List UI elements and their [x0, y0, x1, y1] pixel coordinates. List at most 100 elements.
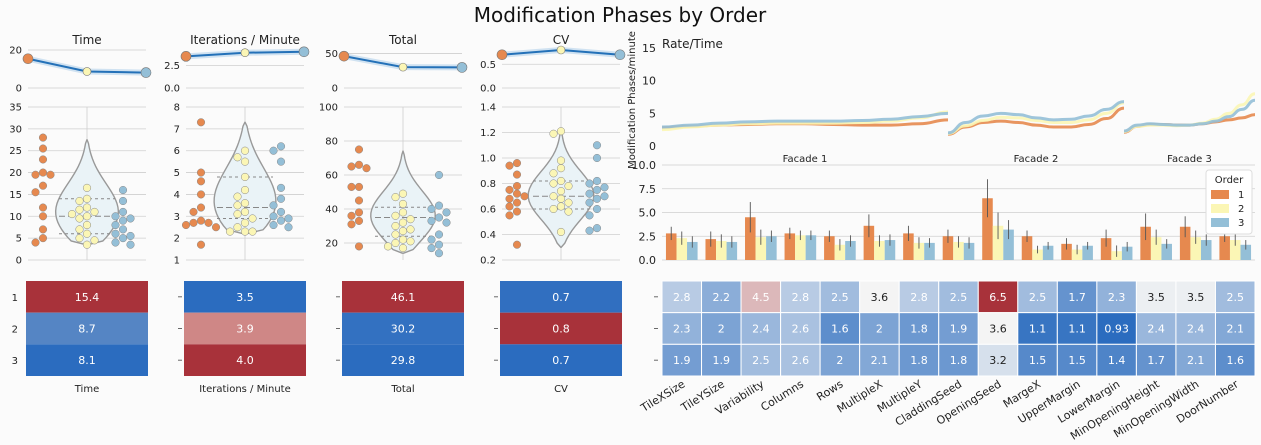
tick-label: 5 [16, 234, 22, 245]
swarm-point [189, 207, 198, 216]
heatmap-cell [1135, 343, 1177, 377]
heatmap-cell [780, 280, 821, 314]
trend-point [140, 67, 152, 78]
heatmap-value: 2 [718, 323, 725, 336]
rate-ylabel: Modification Phases/minute [627, 31, 638, 169]
swarm-point [82, 194, 92, 203]
swarm-point [118, 186, 128, 195]
bar [924, 242, 935, 260]
swarm-point [556, 202, 566, 211]
trend-point [240, 48, 250, 58]
swarm-point [233, 201, 242, 210]
swarm-point [38, 212, 48, 221]
bar [963, 242, 975, 260]
bar [903, 233, 914, 260]
heatmap-xlabel: CV [554, 384, 568, 395]
bar [845, 241, 856, 260]
swarm-point [556, 176, 566, 185]
swarm-point [398, 208, 408, 217]
swarm-point [118, 225, 128, 234]
bar [705, 239, 717, 260]
bar [1032, 249, 1043, 260]
swarm-point [549, 129, 558, 138]
facet-label: Facade 2 [1014, 154, 1059, 165]
tick-label: 10 [9, 212, 22, 223]
tick-label: 10 [642, 75, 656, 88]
bar [1200, 240, 1212, 260]
legend-title: Order [1215, 175, 1244, 186]
swarm-point [592, 185, 602, 194]
heatmap-value: 1.9 [713, 354, 731, 367]
tick-label: 7.5 [639, 183, 657, 196]
heatmap-value: 3.5 [236, 291, 254, 304]
heatmap-value: 0.7 [552, 291, 570, 304]
tick-label: 1.4 [480, 103, 496, 114]
bar [913, 242, 925, 260]
heatmap-panel: 3.5 3.9 4.0 Iterations / Minute [178, 281, 306, 395]
bar [953, 241, 964, 260]
swarm-point [111, 212, 120, 221]
swarm-point [512, 182, 522, 191]
swarm-point [512, 189, 522, 198]
swarm-point [31, 238, 40, 247]
swarm-point [398, 199, 408, 208]
bar [992, 225, 1004, 260]
heatmap-value: 2.5 [831, 291, 849, 304]
heatmap-value: 2.4 [1147, 323, 1165, 336]
swarm-point [354, 160, 364, 169]
legend-swatch [1211, 204, 1229, 213]
heatmap-cell [342, 281, 464, 313]
heatmap-value: 2.1 [1226, 323, 1244, 336]
swarm-point [225, 227, 235, 236]
swarm-point [556, 227, 566, 236]
right-panels: Rate/Time Modification Phases/minute 0 5 10 1… [627, 31, 1256, 443]
swarm-point [354, 145, 364, 154]
tick-label: 20 [9, 168, 22, 179]
heatmap-cell [1096, 343, 1137, 377]
swarm-point [38, 181, 48, 190]
trend-panel: Iterations / Minute 0.0 2.5 [164, 33, 310, 95]
rate-line [661, 110, 949, 132]
heatmap-cell [1175, 312, 1216, 345]
violin-shape [54, 139, 120, 246]
swarm-point [434, 213, 444, 222]
swarm-point [549, 169, 558, 178]
swarm-point [82, 203, 92, 212]
trend-title: CV [553, 33, 570, 47]
heatmap-value: 2.1 [871, 354, 889, 367]
swarm-point [31, 170, 40, 179]
swarm-point [75, 196, 84, 206]
heatmap-value: 3.2 [989, 354, 1007, 367]
bar [745, 217, 756, 260]
swarm-point [398, 244, 408, 253]
swarm-point [284, 214, 293, 223]
swarm-point [46, 170, 55, 179]
swarm-point [564, 198, 573, 207]
heatmap-panel: 0.7 0.8 0.7 CV [494, 281, 622, 395]
bar [687, 241, 698, 260]
bar [1229, 240, 1241, 260]
heatmap-xlabel: Iterations / Minute [199, 384, 291, 395]
swarm-point [391, 238, 400, 248]
bar [1140, 226, 1151, 260]
heatmap-cell [977, 312, 1019, 345]
tick-label: 10.0 [632, 159, 657, 172]
swarm-panel: 1 2 3 4 5 6 7 8 [174, 103, 304, 267]
swarm-point [38, 225, 48, 234]
swarm-point [196, 190, 206, 199]
bar [1161, 243, 1172, 260]
heatmap-cell [184, 344, 306, 376]
swarm-point [556, 187, 566, 196]
swarm-point [126, 231, 135, 241]
tick-label: 5.0 [639, 207, 657, 220]
swarm-point [556, 156, 566, 165]
tick-label: 0 [16, 256, 22, 267]
swarm-point [38, 234, 48, 243]
heatmap-value: 2 [876, 323, 883, 336]
swarm-point [118, 234, 128, 243]
tick-label: 4 [174, 190, 180, 201]
swarm-point [269, 201, 278, 210]
bar [1100, 238, 1112, 260]
swarm-point [240, 218, 250, 227]
tick-label: 2.5 [164, 61, 180, 72]
